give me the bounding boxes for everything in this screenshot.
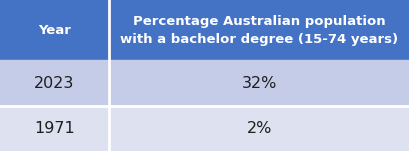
Bar (0, 106, 409, 151)
Text: Percentage Australian population
with a bachelor degree (15-74 years): Percentage Australian population with a … (120, 15, 398, 46)
Bar (0, 0, 409, 60)
Text: Year: Year (38, 24, 71, 37)
Bar (0, 60, 409, 106)
Text: 2023: 2023 (34, 76, 74, 91)
Text: 1971: 1971 (34, 121, 74, 136)
Text: 2%: 2% (246, 121, 271, 136)
Text: 32%: 32% (241, 76, 276, 91)
